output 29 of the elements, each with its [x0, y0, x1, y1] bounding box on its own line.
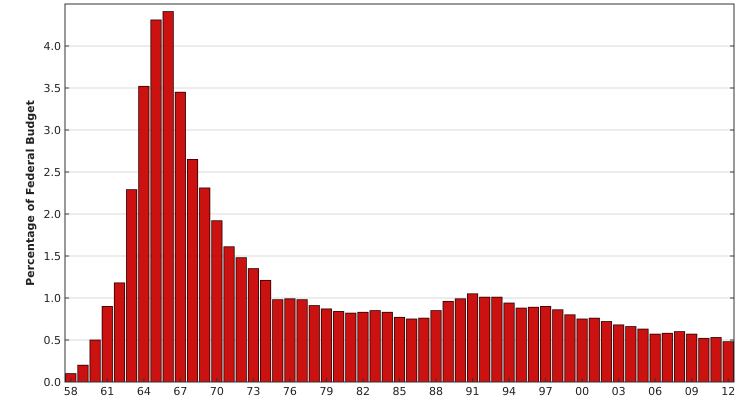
y-tick-label: 1.0: [44, 292, 61, 305]
x-tick-label: 88: [429, 385, 444, 398]
y-tick-label: 0.5: [44, 334, 61, 347]
x-tick-label: 73: [246, 385, 260, 398]
x-tick-label: 64: [136, 385, 151, 398]
x-tick-label: 58: [64, 385, 78, 398]
x-tick-label: 94: [502, 385, 516, 398]
x-tick-label: 06: [648, 385, 662, 398]
x-tick-label: 70: [210, 385, 224, 398]
y-axis-title: Percentage of Federal Budget: [24, 100, 37, 286]
x-tick-label: 67: [173, 385, 188, 398]
y-tick-label: 2.5: [44, 166, 61, 179]
x-tick-label: 03: [612, 385, 626, 398]
x-tick-label: 09: [684, 385, 699, 398]
x-tick-label: 82: [356, 385, 370, 398]
x-tick-label: 00: [575, 385, 590, 398]
x-tick-label: 91: [466, 385, 480, 398]
y-tick-label: 3.0: [44, 124, 61, 137]
y-tick-label: 3.5: [44, 82, 61, 95]
x-tick-label: 76: [282, 385, 297, 398]
y-tick-label: 4.0: [44, 40, 61, 53]
x-tick-label: 97: [538, 385, 553, 398]
x-tick-label: 85: [392, 385, 406, 398]
y-tick-label: 1.5: [44, 250, 61, 263]
x-tick-label: 61: [100, 385, 114, 398]
y-tick-label: 2.0: [44, 208, 61, 221]
x-tick-label: 12: [721, 385, 736, 398]
y-tick-label: 0.0: [44, 376, 61, 389]
x-tick-label: 79: [319, 385, 334, 398]
